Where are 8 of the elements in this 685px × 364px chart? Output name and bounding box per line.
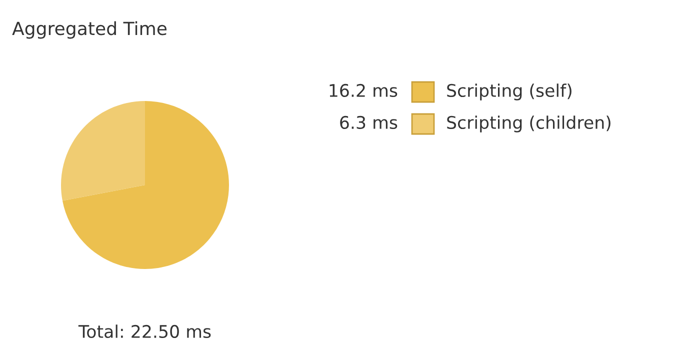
- pie-slice: [62, 101, 229, 269]
- pie-slice: [61, 101, 145, 201]
- chart-title: Aggregated Time: [12, 21, 167, 39]
- data-label: 16.2 ms: [330, 84, 398, 98]
- data-label: 6.3 ms: [340, 116, 398, 130]
- legend-label: Scripting (self): [447, 84, 572, 100]
- legend-label: Scripting (children): [447, 116, 610, 132]
- text: Total: 22.50 ms: [78, 324, 211, 338]
